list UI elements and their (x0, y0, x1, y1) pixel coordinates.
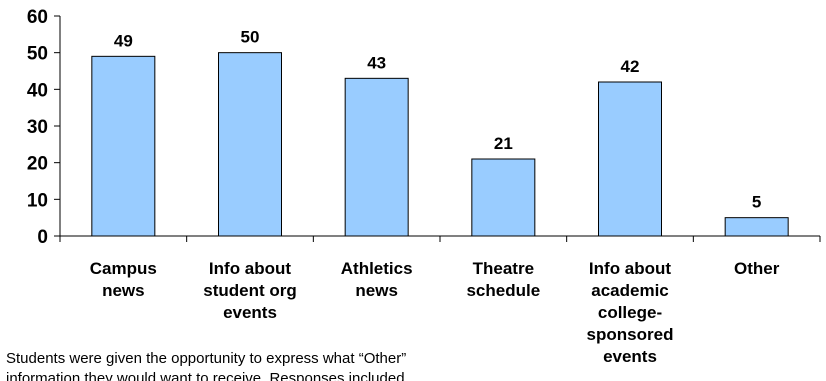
bar (218, 52, 282, 237)
bar (91, 55, 156, 237)
y-tick-label: 0 (37, 227, 48, 248)
category-label: academic (591, 281, 669, 300)
data-label: 21 (494, 134, 513, 153)
category-label: schedule (466, 281, 540, 300)
y-tick-label: 10 (27, 190, 48, 211)
category-label: sponsored (587, 325, 674, 344)
labels: 49 Campus news 50 Info about student org event… (90, 28, 780, 366)
data-label: 5 (752, 193, 761, 212)
data-label: 43 (367, 53, 386, 72)
footnote-line-2: information they would want to receive. … (6, 370, 405, 381)
y-tick-label: 50 (27, 44, 48, 65)
category-label: Theatre (473, 259, 534, 278)
category-label: Other (734, 259, 780, 278)
category-label: Info about (209, 259, 291, 278)
category-label: college- (598, 303, 662, 322)
y-tick-label: 30 (27, 117, 48, 138)
bars (91, 52, 789, 237)
data-label: 42 (621, 57, 640, 76)
bar (471, 158, 536, 237)
category-label: news (355, 281, 398, 300)
bar (598, 81, 662, 237)
y-tick-label: 40 (27, 80, 48, 101)
footnote-line-1: Students were given the opportunity to e… (6, 350, 407, 367)
y-tick-label: 60 (27, 7, 48, 28)
footnote: Students were given the opportunity to e… (6, 349, 586, 381)
category-label: news (102, 281, 145, 300)
data-label: 49 (114, 31, 133, 50)
bar (724, 217, 789, 237)
category-label: Campus (90, 259, 157, 278)
category-label: Athletics (341, 259, 413, 278)
category-label: events (603, 347, 657, 366)
chart-axes: 0 10 20 30 40 50 60 (27, 7, 821, 248)
category-label: Info about (589, 259, 671, 278)
y-tick-label: 20 (27, 154, 48, 175)
category-label: events (223, 303, 277, 322)
category-label: student org (203, 281, 297, 300)
data-label: 50 (241, 28, 260, 47)
bar (344, 77, 409, 237)
